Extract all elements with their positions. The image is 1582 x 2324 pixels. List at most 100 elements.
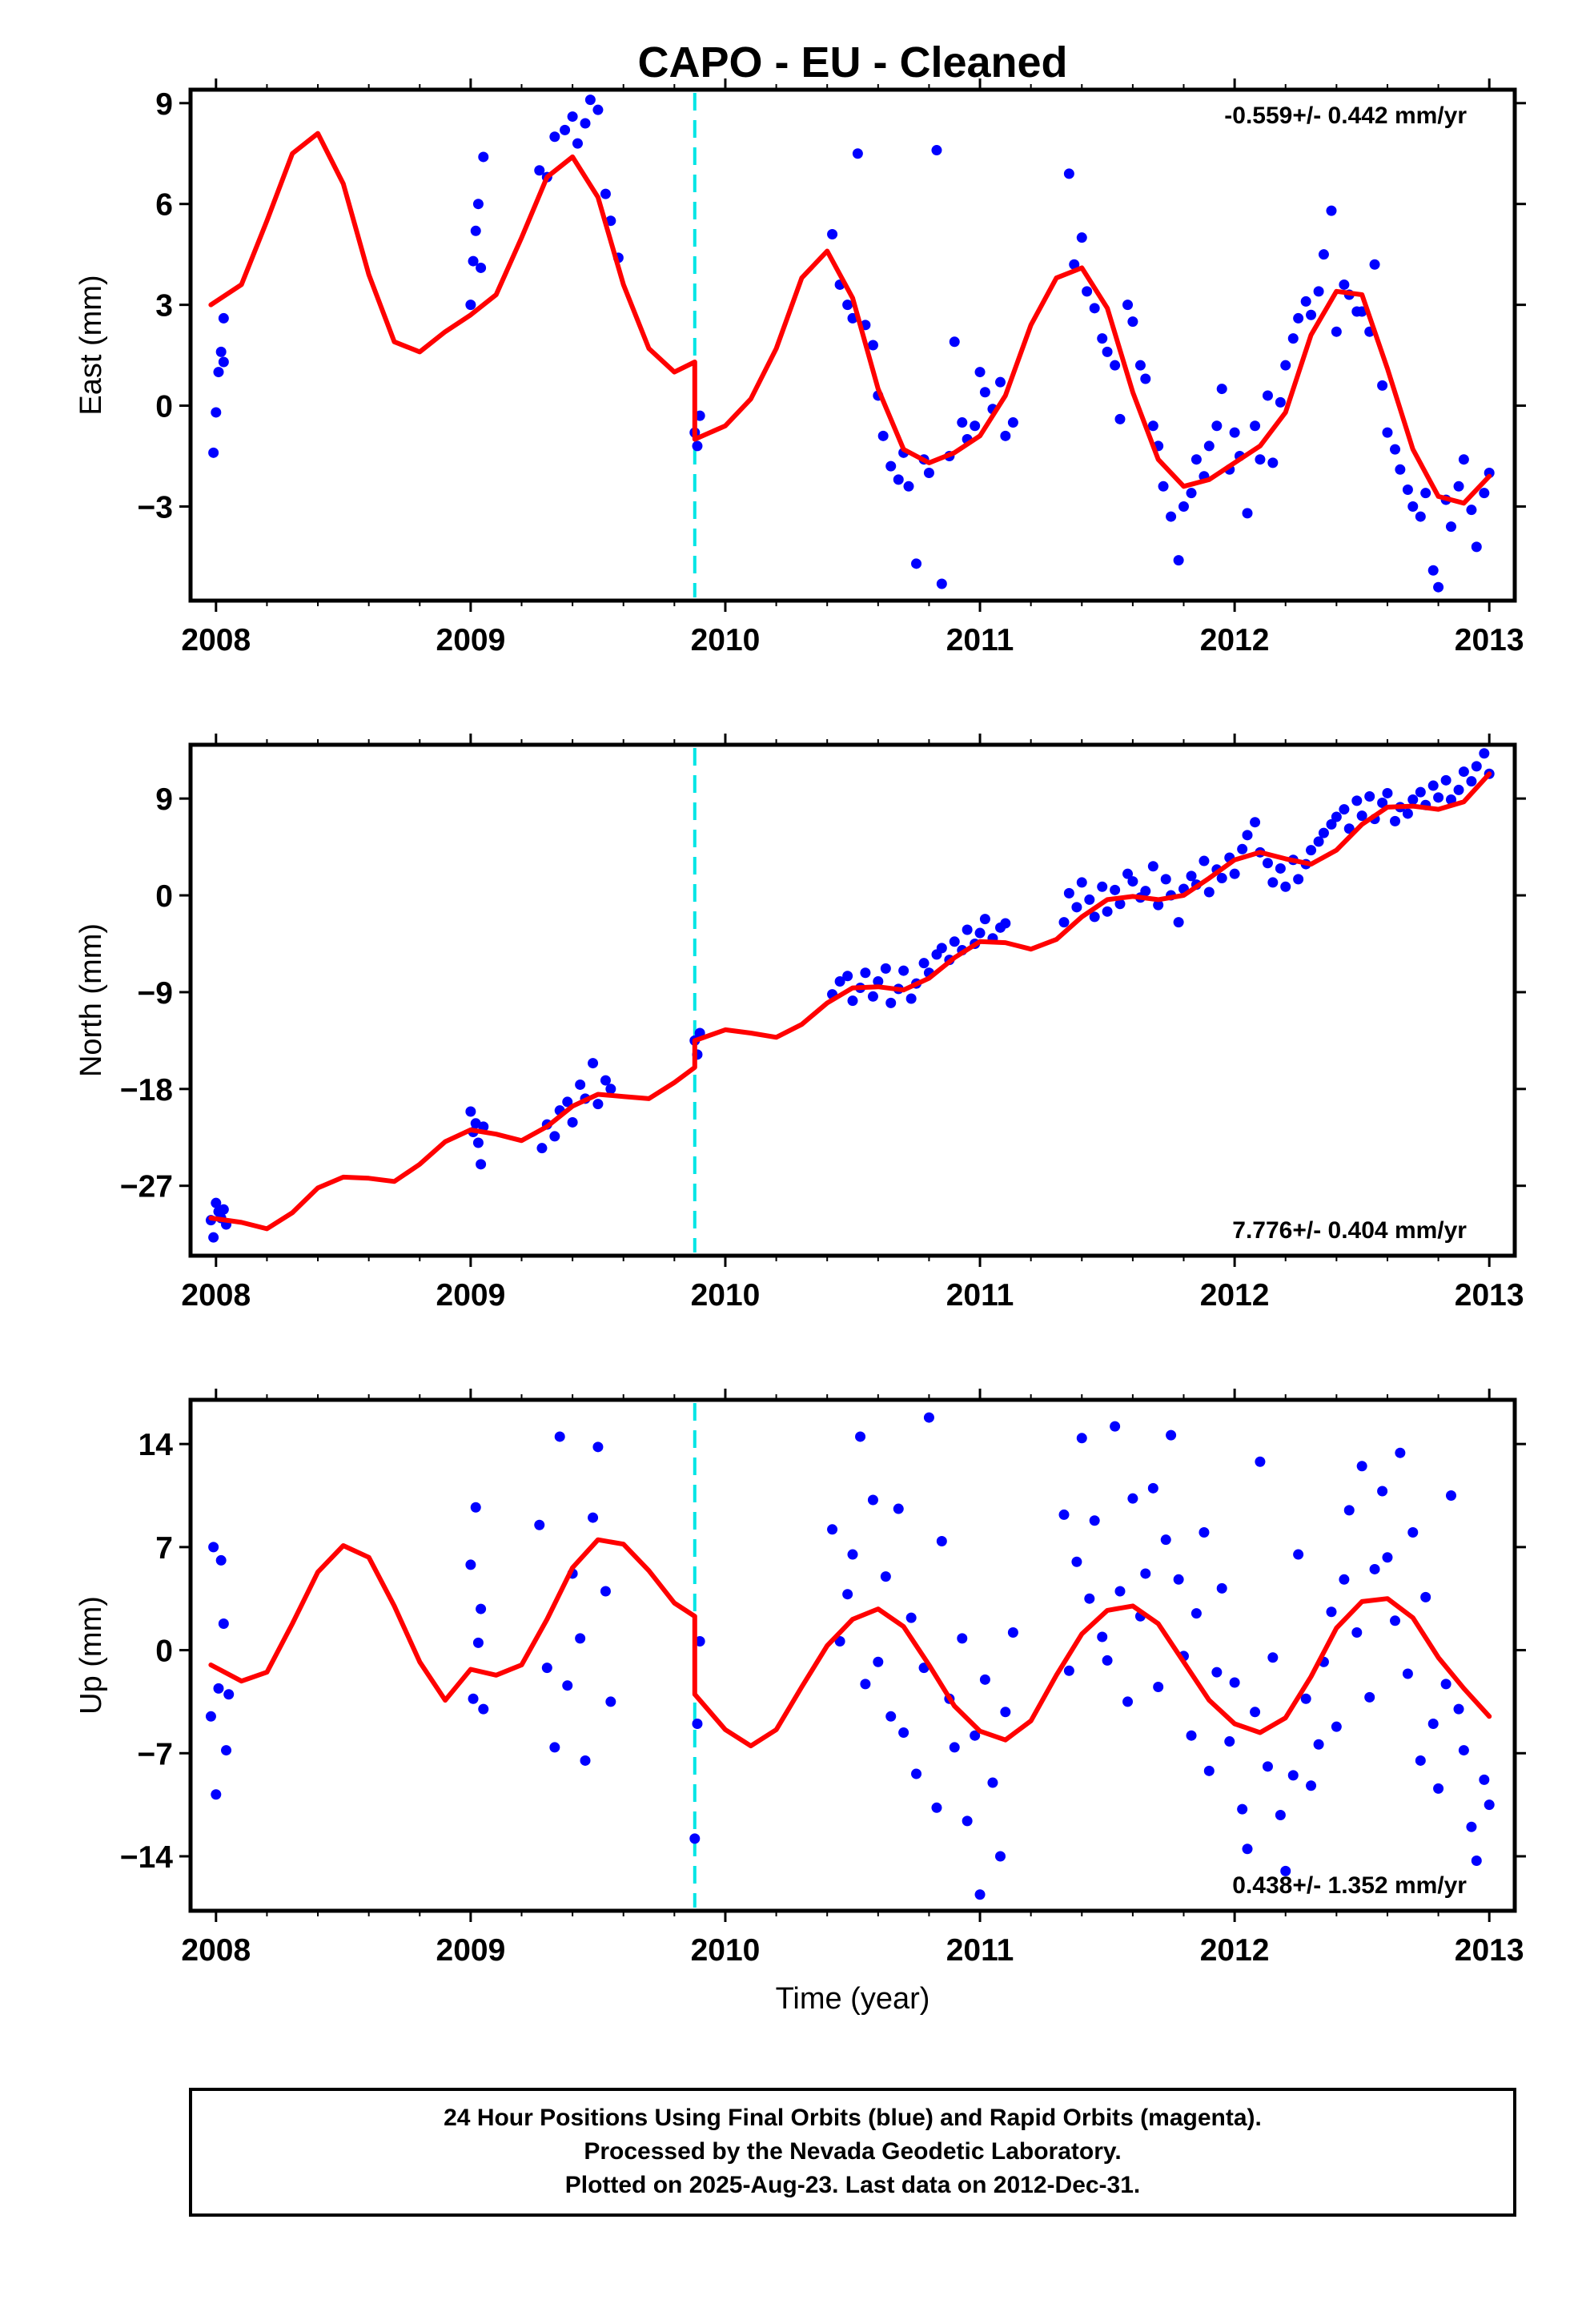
east-data-point (1069, 259, 1080, 270)
up-data-point (1110, 1421, 1121, 1432)
up-data-point (1063, 1665, 1074, 1676)
up-data-point (1275, 1809, 1286, 1820)
north-data-point (962, 924, 973, 935)
up-data-point (1390, 1615, 1401, 1626)
north-data-point (1356, 810, 1367, 822)
north-data-point (1402, 808, 1413, 819)
east-data-point (1369, 259, 1380, 270)
north-model-curve (208, 771, 1492, 1232)
up-x-tick-label: 2012 (1200, 1933, 1270, 1968)
up-x-tick-label: 2010 (691, 1933, 761, 1968)
east-data-point (1420, 488, 1431, 499)
up-data-point (1203, 1765, 1215, 1776)
north-data-point (1326, 818, 1337, 830)
up-data-point (1453, 1703, 1464, 1715)
up-data-point (1058, 1509, 1070, 1520)
up-data-point (1173, 1574, 1184, 1585)
north-data-point (1407, 794, 1419, 806)
north-data-point (211, 1197, 222, 1208)
north-data-point (842, 971, 853, 982)
east-data-point (885, 460, 897, 472)
north-data-point (1331, 811, 1342, 822)
north-x-tick-label: 2008 (181, 1278, 251, 1313)
north-data-point (1313, 836, 1324, 847)
east-data-point (1102, 346, 1113, 357)
up-data-point (1369, 1563, 1380, 1574)
up-data-point (898, 1727, 909, 1739)
east-data-point (1331, 326, 1342, 337)
north-data-point (1382, 787, 1393, 798)
east-data-point (605, 215, 616, 227)
north-data-point (1433, 792, 1444, 803)
east-x-tick-label: 2013 (1455, 623, 1524, 657)
up-data-point (1293, 1549, 1304, 1560)
north-data-point (1058, 917, 1070, 928)
east-y-tick-label: 3 (155, 289, 173, 324)
up-plot-area (205, 1412, 1495, 1900)
east-data-point (994, 376, 1006, 388)
north-x-tick-label: 2011 (946, 1278, 1014, 1313)
north-data-point (1466, 776, 1477, 787)
north-data-point (476, 1159, 487, 1170)
up-data-point (470, 1502, 481, 1513)
east-y-tick-label: 6 (155, 188, 173, 223)
up-data-point (962, 1815, 973, 1827)
up-y-tick-label: 7 (155, 1531, 173, 1566)
north-data-point (575, 1079, 586, 1090)
east-data-point (877, 430, 889, 441)
up-y-tick-label: 0 (155, 1634, 173, 1669)
north-data-point (873, 975, 884, 987)
north-data-point (588, 1058, 599, 1069)
east-data-point (1097, 333, 1108, 344)
up-data-point (911, 1768, 922, 1779)
up-data-point (549, 1742, 560, 1753)
east-data-point (867, 340, 878, 351)
up-data-point (211, 1789, 222, 1800)
east-data-point (694, 410, 705, 421)
east-data-point (1216, 384, 1227, 395)
east-data-point (1382, 427, 1393, 438)
up-data-point (218, 1618, 229, 1629)
up-data-point (215, 1554, 227, 1566)
north-data-point (847, 995, 858, 1007)
up-x-tick-label: 2011 (946, 1933, 1014, 1968)
up-y-tick-label: 14 (139, 1428, 174, 1462)
north-data-point (1445, 794, 1456, 806)
up-data-point (472, 1637, 484, 1648)
east-data-point (549, 131, 560, 143)
up-data-point (1382, 1552, 1393, 1563)
north-data-point (1351, 795, 1363, 806)
north-data-point (1140, 886, 1151, 897)
up-data-point (221, 1745, 232, 1756)
east-data-point (1082, 286, 1093, 297)
east-data-point (852, 148, 863, 159)
up-data-point (855, 1431, 866, 1442)
up-data-point (1267, 1652, 1279, 1663)
up-data-point (1216, 1582, 1227, 1594)
east-data-point (903, 480, 914, 492)
north-rate-label: 7.776+/- 0.404 mm/yr (1232, 1217, 1467, 1244)
north-data-point (1063, 887, 1074, 899)
north-data-point (1364, 790, 1375, 802)
north-data-point (1216, 873, 1227, 884)
north-data-point (1242, 830, 1253, 841)
north-data-point (1237, 843, 1248, 854)
east-data-point (1262, 390, 1273, 401)
north-data-point (1479, 748, 1490, 759)
east-data-point (584, 94, 596, 106)
east-data-point (1377, 380, 1388, 391)
up-data-point (1377, 1486, 1388, 1497)
east-data-point (842, 300, 853, 311)
east-data-point (1306, 309, 1317, 320)
up-data-point (1415, 1755, 1426, 1766)
up-data-point (1326, 1606, 1337, 1618)
north-data-point (1153, 899, 1164, 911)
up-data-point (1122, 1696, 1134, 1707)
east-data-point (1134, 360, 1146, 371)
north-data-point (1318, 827, 1329, 838)
north-data-point (1203, 887, 1215, 898)
up-data-point (1306, 1780, 1317, 1791)
east-data-point (1313, 286, 1324, 297)
north-data-point (979, 914, 990, 925)
up-data-point (923, 1412, 934, 1423)
